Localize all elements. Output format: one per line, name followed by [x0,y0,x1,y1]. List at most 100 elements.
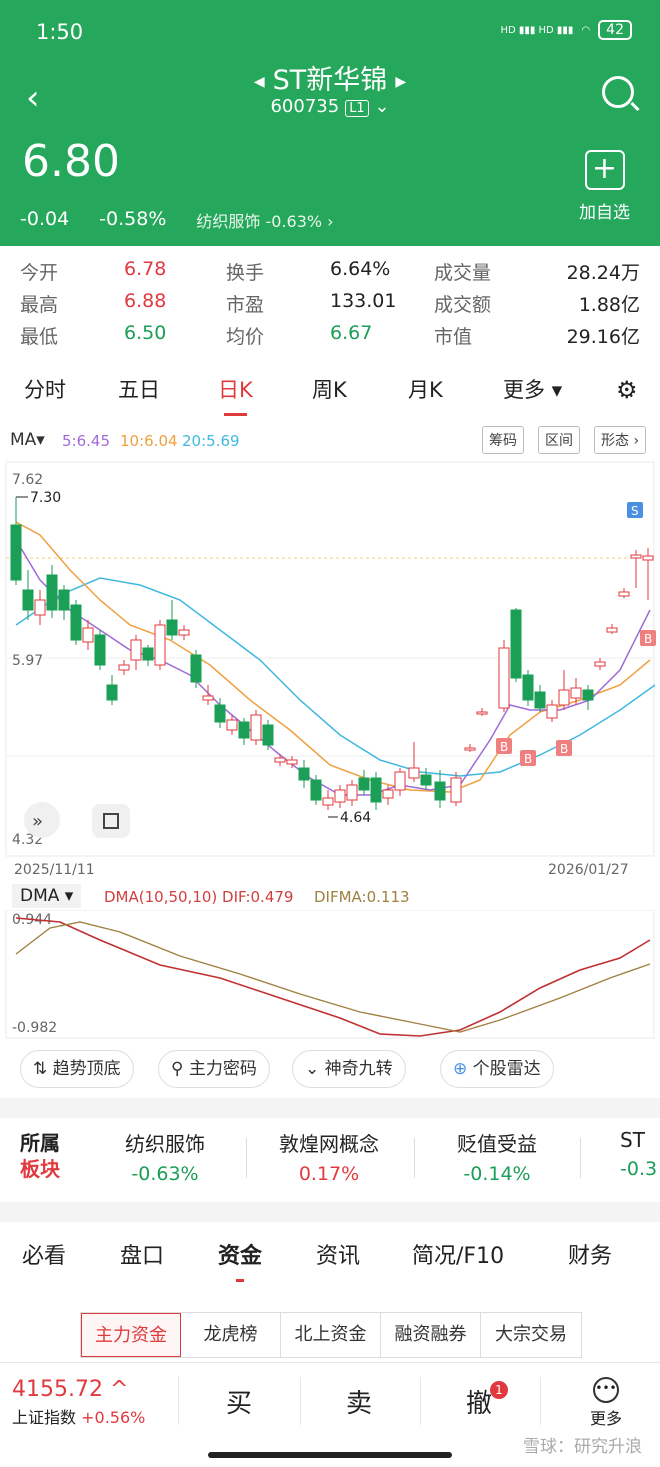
tab-monthly-k[interactable]: 月K [408,378,443,402]
prev-stock-icon[interactable]: ◀ [253,73,265,90]
subtab-main-fund[interactable]: 主力资金 [81,1313,181,1357]
divider [540,1377,541,1425]
sector-name: 敦煌网概念 [279,1132,379,1156]
tab-news[interactable]: 资讯 [316,1244,361,1269]
sector-item[interactable]: 纺织服饰 -0.63% [110,1128,220,1185]
chevron-down-icon: ⌄ [374,96,390,117]
sell-marker [627,502,643,518]
wifi-icon: ◠ [581,24,591,36]
tab-five-day[interactable]: 五日 [118,378,160,402]
stock-title[interactable]: ◀ ST新华锦 ▶ [0,58,660,97]
tab-finance[interactable]: 财务 [568,1244,613,1269]
quote-value: 28.24万 [566,262,640,284]
sector-label-line: 所属 [20,1131,60,1155]
tab-intraday[interactable]: 分时 [24,378,66,402]
radar-icon: ⊕ [453,1059,473,1079]
home-indicator[interactable] [208,1452,452,1458]
ma-selector[interactable]: MA▾ [10,430,45,450]
candle-body [382,789,394,799]
tab-funds[interactable]: 资金 [218,1238,262,1282]
main-force-button[interactable]: ⚲ 主力密码 [158,1050,270,1088]
subtab-margin[interactable]: 融资融券 [381,1313,481,1357]
trend-tool-button[interactable]: ⇅ 趋势顶底 [20,1050,134,1088]
section-gap [0,1202,660,1222]
pill-label: 神奇九转 [324,1059,393,1079]
sector-name: 纺织服饰 [125,1132,205,1156]
candle-body [58,589,70,611]
pill-label: 趋势顶底 [52,1059,121,1079]
next-stock-icon[interactable]: ▶ [395,73,407,90]
candle-body [450,777,462,803]
cancel-badge: 1 [490,1381,508,1399]
buy-marker [640,630,656,646]
ma10-line [15,521,651,793]
pattern-button[interactable]: 形态 › [594,426,647,454]
chip-button[interactable]: 筹码 [482,426,524,454]
trend-icon: ⇅ [33,1059,53,1079]
search-icon[interactable] [602,76,634,108]
divider [246,1138,247,1178]
quote-row: 最低 6.50 均价 6.67 市值 29.16亿 [0,322,660,354]
divider [420,1377,421,1425]
candle-body [22,589,34,611]
fund-subtabs: 主力资金 龙虎榜 北上资金 融资融券 大宗交易 [80,1312,582,1358]
candle-body [262,724,274,746]
index-ticker[interactable]: 4155.72 ^ 上证指数 +0.56% [12,1377,145,1428]
quote-label: 成交额 [434,294,492,316]
dma-difma: DIFMA:0.113 [314,888,410,906]
industry-link[interactable]: 纺织服饰 -0.63% › [196,212,334,231]
ma20-value: 20:5.69 [182,432,240,450]
tab-weekly-k[interactable]: 周K [312,378,347,402]
kline-chart[interactable]: 7.62 5.97 4.32 7.30 4.64 S B B B B » 202… [0,460,660,880]
quote-grid: 今开 6.78 换手 6.64% 成交量 28.24万 最高 6.88 市盈 1… [0,252,660,352]
tab-f10[interactable]: 简况/F10 [412,1244,505,1269]
chart-period-tabs: 分时 五日 日K 周K 月K 更多 ▾ ⚙ [0,374,660,418]
candle-body [434,781,446,801]
magic-nine-button[interactable]: ⌄ 神奇九转 [292,1050,406,1088]
stock-radar-button[interactable]: ⊕ 个股雷达 [440,1050,554,1088]
ma-indicator-row: MA▾ 5:6.45 10:6.04 20:5.69 [0,424,660,458]
sell-button[interactable]: 卖 [346,1389,373,1419]
back-icon[interactable]: ‹ [26,78,40,118]
more-button[interactable]: ••• 更多 [590,1377,622,1429]
y-top-label: 7.62 [12,472,43,488]
candle-body [346,784,358,801]
candle-body [202,695,214,701]
fullscreen-icon [92,804,130,838]
range-button[interactable]: 区间 [538,426,580,454]
buy-marker [520,750,536,766]
status-icons: HD ▮▮▮ HD ▮▮▮ ◠ 42 [500,20,632,40]
tab-must-see[interactable]: 必看 [22,1244,67,1269]
gear-icon[interactable]: ⚙ [616,376,638,404]
sector-item[interactable]: 贬值受益 -0.14% [440,1128,554,1185]
sector-item[interactable]: ST -0.3 [620,1128,660,1180]
status-time: 1:50 [36,20,84,44]
expand-icon-glyph: » [32,811,43,832]
tab-more[interactable]: 更多 ▾ [503,378,563,402]
subtab-block-trade[interactable]: 大宗交易 [495,1324,567,1345]
add-watchlist-button[interactable]: + 加自选 [579,150,630,223]
candle-body [334,789,346,803]
buy-marker [496,738,512,754]
buy-button[interactable]: 买 [226,1389,253,1419]
info-tabs: 必看 盘口 资金 资讯 简况/F10 财务 [0,1238,660,1282]
index-name: 上证指数 [12,1408,77,1427]
candle-body [166,619,178,636]
tab-daily-k[interactable]: 日K [218,374,253,416]
sector-pct: -0.63% [131,1163,199,1185]
quote-label: 今开 [20,262,59,284]
sector-item[interactable]: 敦煌网概念 0.17% [262,1128,396,1185]
quote-label: 最低 [20,326,59,348]
cancel-order-button[interactable]: 撤 [466,1389,493,1419]
subtab-dragon-tiger[interactable]: 龙虎榜 [181,1313,281,1357]
subtab-northbound[interactable]: 北上资金 [281,1313,381,1357]
candle-body [286,759,298,765]
price-change-pct: -0.58% [99,208,167,230]
quote-value: 1.88亿 [578,294,640,316]
candle-body [630,554,642,559]
candle-body [510,609,522,679]
tab-order-book[interactable]: 盘口 [120,1244,165,1269]
dma-selector[interactable]: DMA ▾ [12,884,82,908]
stock-code-row[interactable]: 600735 L1 ⌄ [0,96,660,117]
index-value: 4155.72 ^ [12,1377,129,1402]
